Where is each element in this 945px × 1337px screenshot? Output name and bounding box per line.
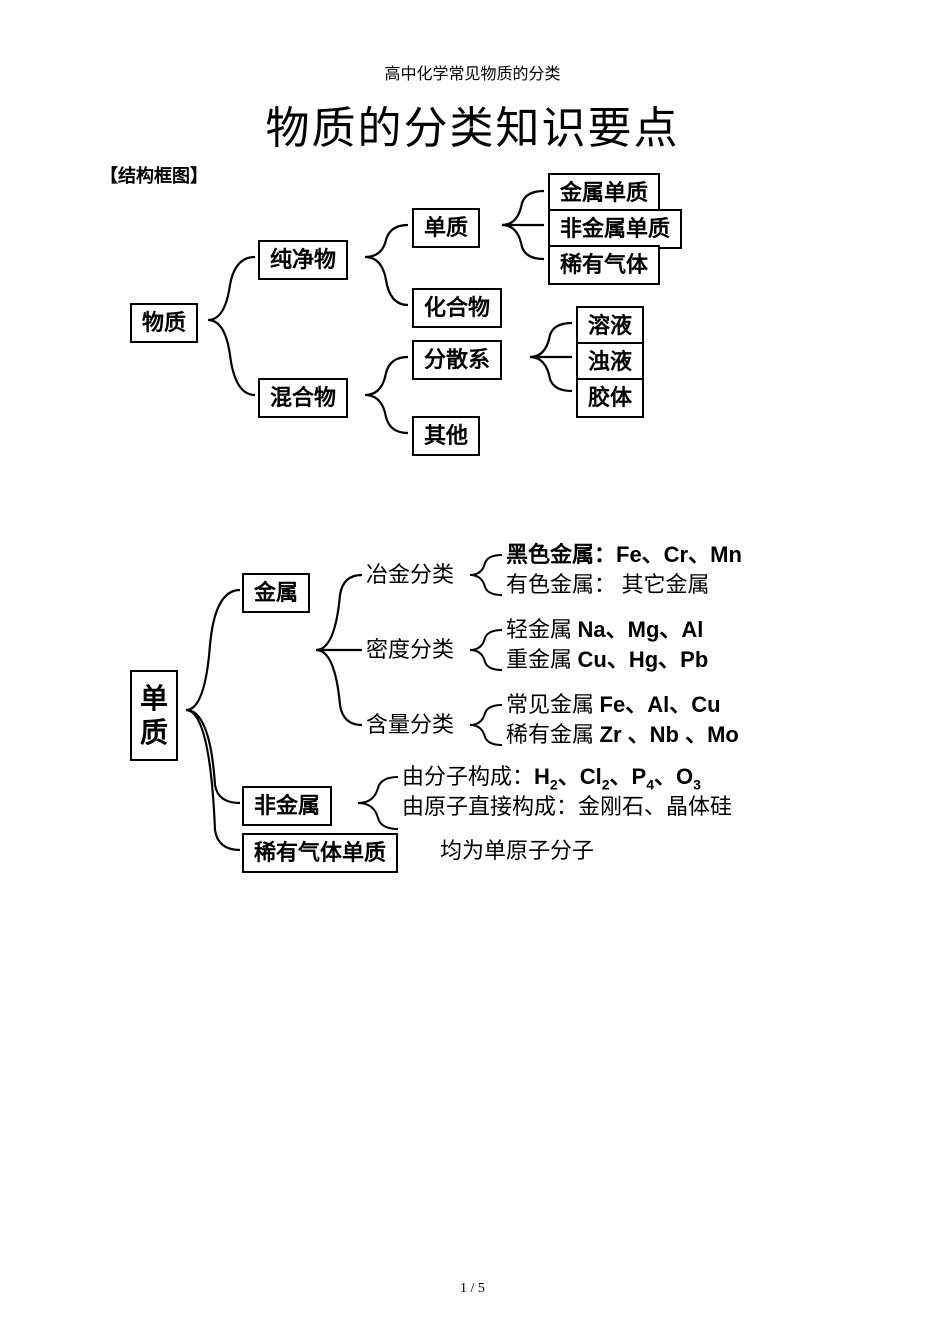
node-metal-element: 金属单质 bbox=[548, 173, 660, 213]
text-light-metal: 轻金属 Na、Mg、Al bbox=[506, 616, 703, 645]
node-compound: 化合物 bbox=[412, 288, 502, 328]
diagram-matter-classification: 物质 纯净物 混合物 单质 化合物 分散系 其他 金属单质 非金属单质 稀有气体… bbox=[130, 185, 870, 495]
text-rare-metal: 稀有金属 Zr 、Nb 、Mo bbox=[506, 721, 739, 750]
label-content: 含量分类 bbox=[366, 711, 454, 740]
diagram-element-classification: 单质 金属 非金属 稀有气体单质 冶金分类 密度分类 含量分类 黑色金属：Fe、… bbox=[130, 555, 870, 895]
node-other: 其他 bbox=[412, 416, 480, 456]
text-black-metal: 黑色金属：Fe、Cr、Mn bbox=[506, 541, 742, 570]
node-noble-gas: 稀有气体 bbox=[548, 245, 660, 285]
label-metallurgy: 冶金分类 bbox=[366, 561, 454, 590]
node-noble-gas-element: 稀有气体单质 bbox=[242, 833, 398, 873]
node-disperse: 分散系 bbox=[412, 340, 502, 380]
page-title: 物质的分类知识要点 bbox=[0, 92, 945, 156]
text-heavy-metal: 重金属 Cu、Hg、Pb bbox=[506, 646, 708, 675]
page-header: 高中化学常见物质的分类 bbox=[0, 0, 945, 84]
node-mixture: 混合物 bbox=[258, 378, 348, 418]
page-number: 1 / 5 bbox=[0, 1281, 945, 1297]
text-by-atom: 由原子直接构成：金刚石、晶体硅 bbox=[402, 793, 732, 822]
text-by-molecule: 由分子构成：H2、Cl2、P4、O3 bbox=[402, 763, 701, 794]
node-turbid: 浊液 bbox=[576, 342, 644, 382]
node-pure: 纯净物 bbox=[258, 240, 348, 280]
text-common-metal: 常见金属 Fe、Al、Cu bbox=[506, 691, 721, 720]
text-colored-metal: 有色金属： 其它金属 bbox=[506, 571, 710, 600]
text-noble-desc: 均为单原子分子 bbox=[440, 837, 594, 866]
node-element: 单质 bbox=[412, 208, 480, 248]
node-metal: 金属 bbox=[242, 573, 310, 613]
label-density: 密度分类 bbox=[366, 636, 454, 665]
node-colloid: 胶体 bbox=[576, 378, 644, 418]
node-nonmetal-element: 非金属单质 bbox=[548, 209, 682, 249]
node-matter: 物质 bbox=[130, 303, 198, 343]
node-nonmetal: 非金属 bbox=[242, 786, 332, 826]
node-solution: 溶液 bbox=[576, 306, 644, 346]
node-element-root: 单质 bbox=[130, 670, 178, 761]
